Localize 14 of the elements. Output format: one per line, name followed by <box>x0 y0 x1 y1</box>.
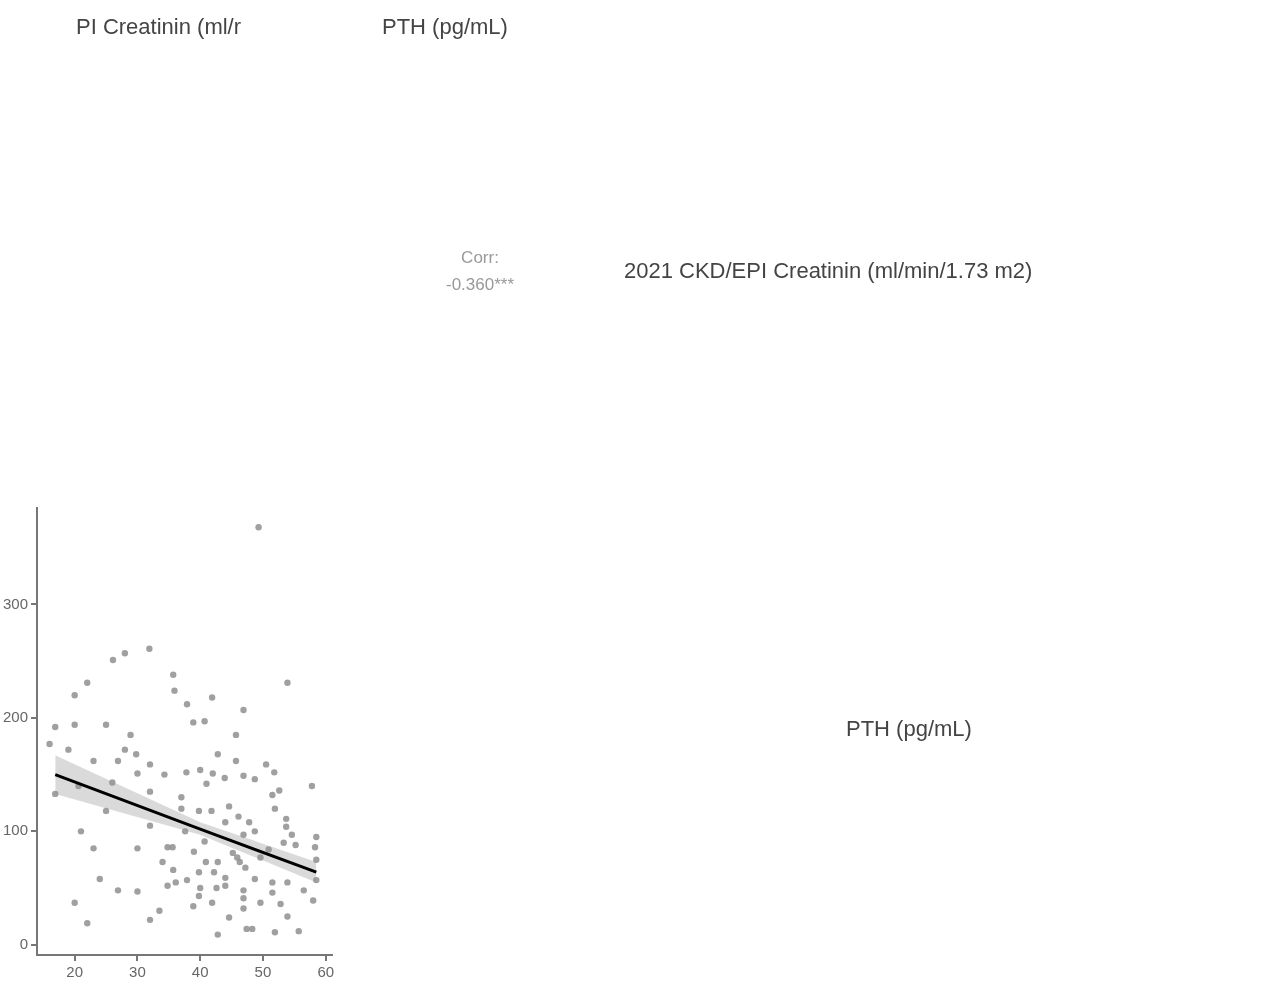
y-tick-label: 100 <box>3 821 29 839</box>
x-tick-label: 60 <box>317 963 335 981</box>
y-tick-label: 0 <box>19 934 29 952</box>
x-tick-label: 20 <box>66 963 84 981</box>
text: Corr: -0.360*** <box>444 247 516 297</box>
x-tick-label: 30 <box>129 963 146 981</box>
x-tick-label: 40 <box>191 963 209 981</box>
x-tick-label: 50 <box>254 963 272 981</box>
y-tick-label: 200 <box>3 708 29 726</box>
text: PI Creatinin (ml/r <box>76 14 242 40</box>
text: 2021 CKD/EPI Creatinin (ml/min/1.73 m2) <box>624 258 1033 284</box>
text: PTH (pg/mL) <box>382 14 508 40</box>
text: PTH (pg/mL) <box>846 716 972 742</box>
y-tick-label: 300 <box>3 594 29 612</box>
